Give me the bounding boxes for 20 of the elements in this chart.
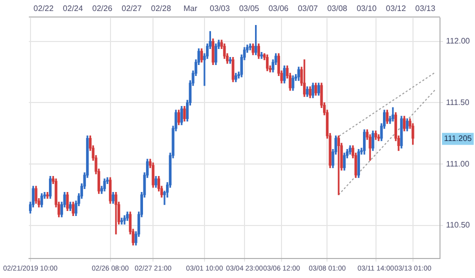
text: 03/05 bbox=[239, 4, 260, 14]
y-tick-label: 112.00 bbox=[446, 36, 470, 46]
y-tick-label: 111.50 bbox=[446, 98, 470, 107]
text: 03/13 bbox=[415, 4, 436, 14]
text: 03/07 bbox=[298, 4, 318, 14]
text: 02/24 bbox=[62, 4, 84, 14]
annotation: 111.205 bbox=[444, 134, 472, 144]
text: 02/22 bbox=[34, 4, 54, 14]
text: 02/28 bbox=[151, 4, 172, 14]
y-tick-label: 111.00 bbox=[446, 159, 470, 168]
text: 03/03 bbox=[210, 4, 230, 14]
text: 03/08 bbox=[327, 4, 348, 14]
text: 02/26 bbox=[92, 4, 113, 14]
text: 02/27 bbox=[122, 4, 142, 14]
text: Mar bbox=[184, 4, 198, 14]
text: 03/06 bbox=[268, 4, 290, 14]
y-tick-label: 110.50 bbox=[446, 220, 470, 230]
text: 03/10 bbox=[356, 4, 378, 14]
text: 03/12 bbox=[386, 4, 407, 14]
candlestick bbox=[114, 192, 118, 234]
